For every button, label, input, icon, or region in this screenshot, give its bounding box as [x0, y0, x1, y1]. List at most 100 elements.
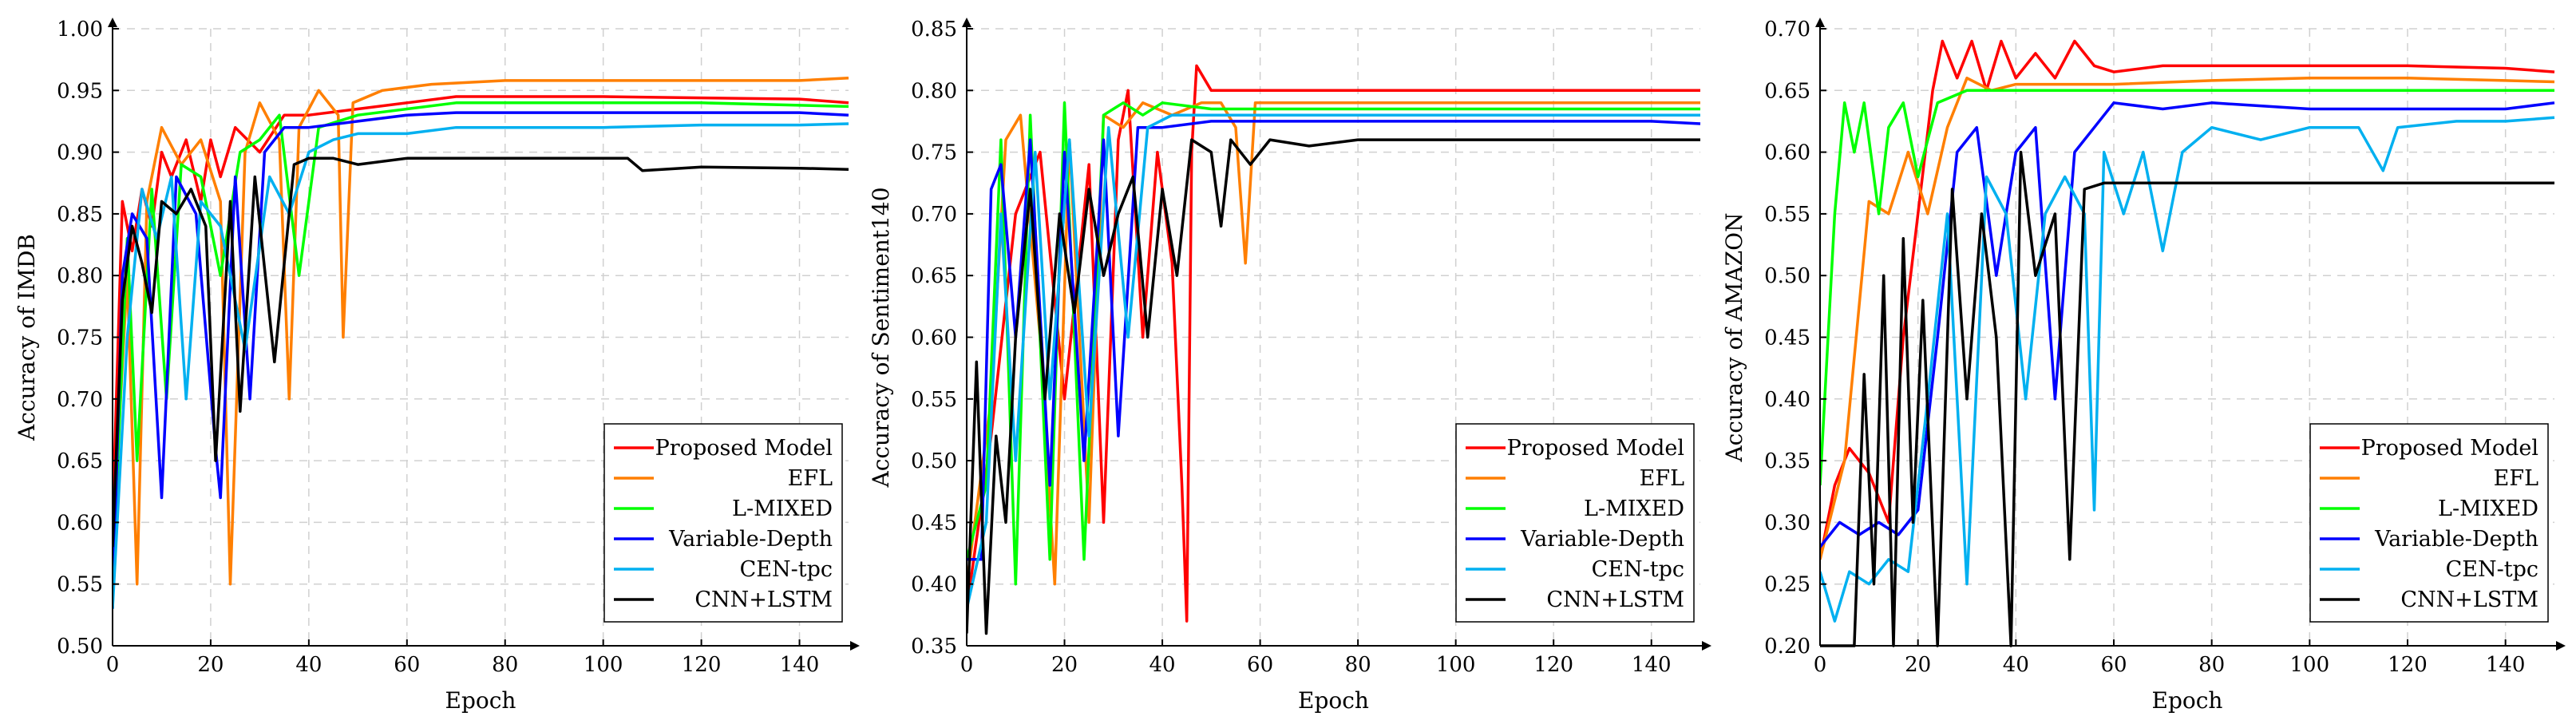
series-group — [1820, 39, 2555, 647]
y-tick-label: 0.65 — [57, 449, 103, 473]
y-tick-label: 0.60 — [57, 511, 103, 535]
x-axis-arrow — [2556, 641, 2566, 651]
series-line — [967, 138, 1700, 635]
series-line — [967, 113, 1700, 609]
legend-label: CNN+LSTM — [1546, 588, 1684, 612]
series-line — [967, 101, 1700, 586]
y-tick-label: 0.45 — [1764, 326, 1810, 350]
legend-label: EFL — [1640, 466, 1684, 491]
y-tick-label: 0.55 — [911, 388, 957, 412]
y-tick-label: 0.70 — [57, 388, 103, 412]
chart-imdb: 0 20 40 60 80 100 120 140 0.50 0.55 0.60 0.65 0.70 0.… — [14, 18, 860, 714]
x-tick-label: 80 — [2198, 653, 2225, 677]
x-tick-label: 0 — [960, 653, 974, 677]
x-tick-label: 0 — [1814, 653, 1827, 677]
y-tick-label: 0.35 — [911, 635, 957, 659]
series-group — [967, 64, 1701, 635]
y-tick-label: 0.20 — [1764, 635, 1810, 659]
x-tick-label: 40 — [1150, 653, 1176, 677]
x-tick-label: 80 — [492, 653, 518, 677]
legend-label: L-MIXED — [732, 497, 833, 521]
series-line — [1820, 150, 2554, 647]
x-tick-label: 20 — [197, 653, 224, 677]
y-tick-label: 0.50 — [57, 635, 103, 659]
series-line — [967, 64, 1700, 623]
x-tick-label: 100 — [1436, 653, 1476, 677]
y-axis-arrow — [108, 18, 117, 27]
y-tick-label: 0.55 — [57, 573, 103, 597]
x-tick-label: 80 — [1345, 653, 1371, 677]
series-group — [113, 77, 849, 609]
legend-label: EFL — [2494, 466, 2538, 491]
y-tick-label: 0.35 — [1764, 449, 1810, 473]
legend-label: Proposed Model — [1507, 436, 1684, 461]
y-axis-label: Accuracy of IMDB — [14, 234, 40, 441]
legend-label: CNN+LSTM — [694, 588, 833, 612]
legend-label: Variable-Depth — [1520, 527, 1684, 552]
y-tick-label: 0.60 — [1764, 141, 1810, 165]
y-tick-label: 0.65 — [911, 264, 957, 288]
x-tick-label: 100 — [2290, 653, 2330, 677]
series-line — [113, 77, 849, 586]
legend-label: Proposed Model — [655, 436, 833, 461]
series-line — [1820, 116, 2555, 623]
y-tick-label: 0.40 — [911, 573, 957, 597]
x-tick-label: 60 — [2100, 653, 2127, 677]
y-tick-label: 0.65 — [1764, 79, 1810, 103]
y-tick-label: 0.80 — [57, 264, 103, 288]
legend-box — [1455, 423, 1695, 623]
y-tick-label: 0.85 — [911, 18, 957, 42]
y-axis-label: Accuracy of AMAZON — [1721, 212, 1747, 462]
legend: Proposed Model EFL L-MIXED Variable-Depth CE… — [603, 423, 843, 623]
x-axis-label: Epoch — [445, 687, 516, 714]
y-tick-label: 0.55 — [1764, 203, 1810, 227]
x-axis-label: Epoch — [1298, 687, 1369, 714]
series-line — [1820, 89, 2554, 486]
x-tick-label: 60 — [394, 653, 420, 677]
x-tick-label: 20 — [1905, 653, 1931, 677]
legend: Proposed Model EFL L-MIXED Variable-Depth CE… — [2309, 423, 2549, 623]
y-tick-label: 0.70 — [1764, 18, 1810, 42]
x-tick-label: 0 — [106, 653, 120, 677]
y-axis-label: Accuracy of Sentiment140 — [868, 187, 894, 488]
legend-box — [2309, 423, 2549, 623]
y-tick-label: 0.45 — [911, 511, 957, 535]
chart-amazon: 0 20 40 60 80 100 120 140 0.20 0.25 0.30 0.35 0.40 0.… — [1721, 18, 2566, 714]
legend-label: CEN-tpc — [740, 557, 833, 582]
legend-label: CEN-tpc — [2446, 557, 2538, 582]
x-tick-label: 140 — [2486, 653, 2526, 677]
legend-label: CNN+LSTM — [2400, 588, 2538, 612]
y-tick-label: 0.85 — [57, 203, 103, 227]
y-tick-label: 0.75 — [57, 326, 103, 350]
series-line — [1820, 39, 2555, 560]
x-tick-label: 40 — [2003, 653, 2029, 677]
x-tick-label: 100 — [584, 653, 623, 677]
y-tick-label: 0.60 — [911, 326, 957, 350]
x-tick-label: 120 — [1533, 653, 1573, 677]
x-axis-arrow — [1702, 641, 1711, 651]
legend-label: EFL — [788, 466, 833, 491]
series-line — [967, 120, 1701, 561]
legend-label: Variable-Depth — [668, 527, 833, 552]
y-tick-label: 1.00 — [57, 18, 103, 42]
x-axis-arrow — [850, 641, 860, 651]
x-tick-label: 60 — [1247, 653, 1273, 677]
y-tick-label: 0.95 — [57, 79, 103, 103]
y-axis-arrow — [1815, 18, 1825, 27]
legend-box — [603, 423, 843, 623]
y-tick-label: 0.80 — [911, 79, 957, 103]
legend-label: Variable-Depth — [2374, 527, 2538, 552]
y-tick-label: 0.30 — [1764, 511, 1810, 535]
legend-label: L-MIXED — [1584, 497, 1684, 521]
y-tick-label: 0.90 — [57, 141, 103, 165]
y-tick-label: 0.50 — [1764, 264, 1810, 288]
legend-label: CEN-tpc — [1592, 557, 1684, 582]
x-tick-label: 20 — [1051, 653, 1078, 677]
x-tick-label: 40 — [295, 653, 322, 677]
legend-label: L-MIXED — [2438, 497, 2538, 521]
chart-sentiment140: 0 20 40 60 80 100 120 140 0.35 0.40 0.45 0.50 0.55 0.… — [868, 18, 1711, 714]
y-tick-label: 0.70 — [911, 203, 957, 227]
series-line — [1820, 101, 2555, 548]
y-tick-label: 0.40 — [1764, 388, 1810, 412]
